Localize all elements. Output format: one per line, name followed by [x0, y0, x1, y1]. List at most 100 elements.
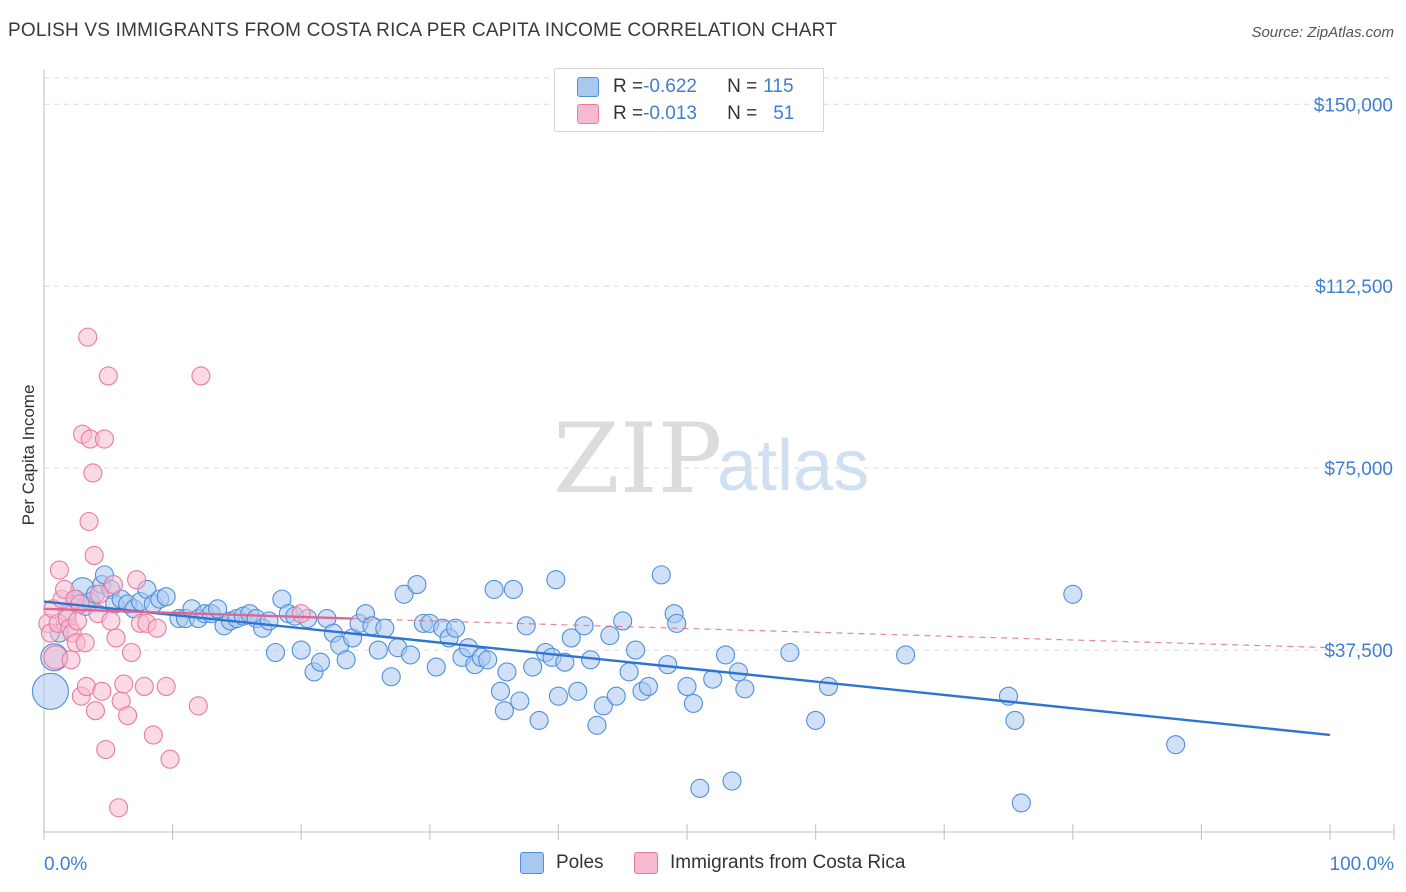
legend-n-label-costa: N =: [727, 103, 758, 124]
poles-point-74: [503, 579, 523, 599]
poles-point-90: [600, 625, 620, 646]
legend-r-label-costa: R =: [613, 103, 644, 124]
poles-point-81: [546, 570, 566, 590]
poles-point-106: [722, 771, 742, 791]
costa-point-34: [106, 628, 126, 648]
poles-point-47: [336, 650, 356, 670]
costa-point-47: [160, 749, 180, 769]
poles-point-94: [626, 640, 646, 660]
poles-point-56: [394, 584, 414, 604]
poles-point-93: [619, 662, 639, 682]
costa-point-20: [78, 327, 98, 347]
y-axis-tick-labels: $37,500 $75,000 $112,500 $150,000: [1314, 95, 1393, 662]
trend-lines: [43, 600, 1331, 737]
costa-trend-line-dashed: [352, 617, 1331, 649]
costa-point-42: [134, 676, 154, 697]
poles-point-73: [497, 662, 517, 682]
x-tick-label-right: 100.0%: [1330, 854, 1395, 875]
series-legend: Poles Immigrants from Costa Rica: [0, 852, 1406, 878]
costa-point-18: [75, 633, 95, 653]
poles-point-36: [265, 642, 286, 663]
poles-point-100: [667, 613, 687, 633]
poles-point-64: [445, 618, 466, 638]
y-tick-label-3: $150,000: [1314, 95, 1393, 116]
poles-point-117: [1166, 735, 1186, 755]
poles-point-84: [561, 628, 581, 648]
correlation-legend: R = -0.622 N = 115 R = -0.013 N = 51: [554, 68, 824, 132]
poles-point-54: [381, 667, 401, 687]
poles-series: [31, 565, 1186, 813]
legend-n-value-costa: 51: [773, 103, 795, 124]
costa-trend-line: [43, 607, 353, 620]
poles-point-102: [683, 693, 703, 713]
poles-point-69: [478, 650, 498, 670]
costa-point-50: [291, 604, 311, 624]
costa-point-30: [96, 739, 116, 760]
poles-point-58: [407, 575, 427, 595]
legend-item-poles: Poles: [520, 852, 604, 874]
costa-point-10: [61, 650, 81, 670]
costa-point-37: [114, 674, 134, 694]
poles-point-71: [490, 681, 511, 701]
costa-point-46: [156, 676, 176, 697]
poles-point-91: [606, 686, 626, 706]
poles-point-97: [651, 565, 671, 585]
legend-r-value-poles: -0.622: [643, 76, 697, 97]
costa-point-33: [103, 575, 123, 595]
costa-point-5: [49, 560, 69, 580]
costa-point-31: [98, 366, 118, 386]
x-tick-label-left: 0.0%: [44, 854, 87, 875]
legend-label-poles: Poles: [556, 852, 604, 873]
legend-r-value-costa: -0.013: [643, 103, 697, 124]
costa-point-25: [85, 701, 105, 721]
legend-row-costa: R = -0.013 N = 51: [577, 101, 794, 127]
poles-point-53: [375, 618, 395, 638]
poles-point-89: [593, 696, 613, 716]
poles-point-115: [1011, 793, 1031, 813]
poles-point-70: [484, 579, 504, 599]
poles-point-103: [690, 778, 710, 798]
y-tick-label-1: $75,000: [1324, 459, 1393, 480]
legend-r-label-poles: R =: [613, 76, 644, 97]
legend-n-value-poles: 115: [763, 76, 794, 97]
poles-point-108: [735, 679, 755, 699]
costa-point-14: [67, 611, 87, 631]
costa-point-32: [101, 611, 121, 631]
watermark: ZIP atlas: [553, 403, 869, 515]
poles-point-96: [638, 676, 658, 697]
poles-point-72: [494, 701, 514, 721]
costa-point-49: [191, 366, 211, 386]
watermark-zip: ZIP: [553, 403, 722, 515]
poles-point-92: [613, 611, 633, 631]
costa-point-24: [84, 545, 104, 566]
poles-trend-line: [43, 600, 1331, 737]
poles-point-114: [1005, 710, 1025, 730]
poles-point-101: [677, 676, 697, 697]
poles-point-40: [291, 640, 311, 660]
poles-point-78: [529, 710, 549, 730]
poles-point-52: [368, 640, 388, 660]
x-axis-ticks: [43, 824, 1395, 840]
costa-point-44: [143, 725, 163, 745]
costa-rica-series: [38, 327, 311, 818]
poles-point-110: [806, 710, 826, 730]
costa-point-28: [92, 681, 112, 701]
costa-legend-swatch: [634, 852, 658, 874]
chart-title: POLISH VS IMMIGRANTS FROM COSTA RICA PER…: [8, 20, 838, 41]
costa-point-48: [188, 696, 208, 716]
poles-point-116: [1063, 584, 1083, 604]
poles-point-104: [703, 669, 723, 689]
poles-point-75: [510, 691, 530, 711]
legend-n-label-poles: N =: [727, 76, 758, 97]
poles-point-0: [31, 672, 69, 710]
costa-point-29: [94, 429, 114, 449]
poles-point-109: [780, 642, 800, 663]
y-axis-label: Per Capita Income: [19, 385, 38, 526]
poles-point-83: [555, 652, 575, 672]
poles-point-82: [548, 686, 568, 706]
poles-point-20: [156, 587, 176, 607]
poles-point-112: [896, 645, 916, 665]
costa-point-39: [121, 642, 141, 663]
poles-point-43: [310, 652, 331, 672]
